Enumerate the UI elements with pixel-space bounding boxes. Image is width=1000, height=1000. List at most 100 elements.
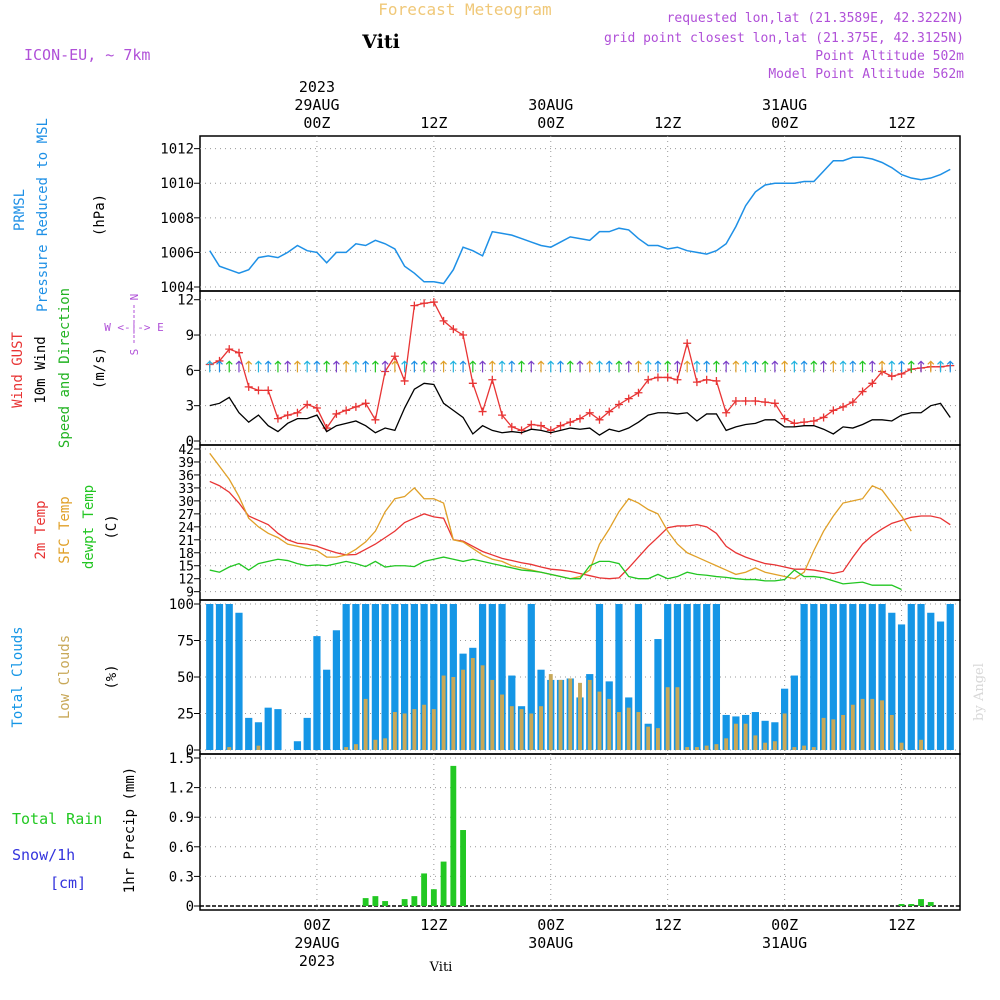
pressure-panel: 1004 1006 1008 1010 1012 [160,135,961,296]
wind-direction-arrow [294,360,301,373]
wind-direction-arrow [449,360,457,373]
gust-point [663,373,672,382]
gust-point [644,375,653,384]
total-cloud-bar [722,714,730,750]
precip-panel: 0 0.3 0.6 0.9 1.2 1.5 [169,751,961,915]
temperature-ytick-label: 21 [178,534,194,549]
wind-direction-arrow [898,360,905,373]
gust-point [868,379,877,388]
low-cloud-bar [919,739,923,750]
total-cloud-bar [819,604,828,750]
wind-direction-arrow [654,360,662,373]
low-cloud-bar [539,706,543,750]
wind-direction-arrow [790,360,798,373]
precip-labels: Total Rain Snow/1h [cm] 1hr Precip (mm) [12,767,138,893]
total-cloud-bar [254,722,263,750]
precip-label-rain: Total Rain [12,810,102,828]
pressure-label-msl: Pressure Reduced to MSL [35,118,51,312]
rain-bar [927,902,934,906]
wind-direction-arrow [381,360,389,373]
gust-point [507,422,516,431]
total-cloud-bar [215,604,224,750]
top-time-label: 12Z [888,114,915,132]
gust-point [244,382,253,391]
wind-direction-arrow [566,360,574,373]
total-cloud-bar [800,604,808,750]
wind-direction-arrow [498,360,506,373]
precip-frame [199,753,961,911]
wind-direction-arrow [420,360,428,373]
point-altitude: Point Altitude 502m [815,49,964,64]
bottom-time-label: 12Z [654,916,681,934]
pressure-labels: PRMSL Pressure Reduced to MSL (hPa) [12,118,108,312]
low-cloud-bar [548,674,553,750]
precip-label-cm: [cm] [50,874,86,892]
gust-point [478,407,487,416]
gust-point [702,375,711,384]
temperature-ytick-label: 39 [178,456,194,471]
wind-direction-arrow [712,360,720,373]
pressure-label-prmsl: PRMSL [12,189,28,231]
wind-ytick-label: 12 [177,293,194,309]
total-cloud-bar [342,604,350,750]
low-cloud-bar [685,747,690,750]
temperature-ytick-label: 42 [178,443,194,458]
gust-point [420,299,429,308]
gust-point [429,298,438,307]
total-cloud-bar [673,604,682,750]
wind-direction-arrow [518,360,525,373]
low-cloud-bar [753,735,758,750]
low-cloud-bar [256,745,261,750]
wind-direction-arrow [313,360,321,373]
low-cloud-bar [597,691,602,750]
bottom-time-label: 12Z [888,916,915,934]
total-cloud-bar [761,720,769,750]
gust-point [566,418,575,427]
low-cloud-bar [841,714,846,750]
wind-direction-arrow [342,360,350,373]
temperature-ytick-label: 12 [178,573,194,588]
gust-point [605,407,614,416]
clouds-ytick-label: 50 [177,670,194,686]
gust-point [273,414,282,423]
gust-point [488,375,497,384]
low-cloud-bar [665,687,670,750]
total-cloud-bar [654,639,662,750]
total-cloud-bar [829,604,837,750]
rain-bar [440,861,447,906]
gust-point [449,325,458,334]
pressure-label-unit: (hPa) [92,194,108,236]
model-altitude: Model Point Altitude 562m [768,67,964,82]
wind-direction-arrow [693,360,701,373]
gust-point [887,372,896,381]
temperature-ytick-label: 18 [178,547,194,562]
total-cloud-bar [206,604,214,750]
top-time-label: 00Z [771,114,798,132]
top-time-label: 2023 [299,78,335,96]
wind-direction-arrow [401,360,409,373]
gust-point [722,408,731,417]
wind-direction-arrow [800,360,808,373]
clouds-ytick-label: 75 [177,634,194,650]
low-cloud-bar [860,698,865,750]
gust-point [634,388,643,397]
low-cloud-bar [402,713,407,750]
low-cloud-bar [694,747,699,750]
gust-point [848,398,857,407]
precip-ytick-label: 1.5 [169,751,194,767]
wind-direction-arrow [576,360,584,373]
gust-point [537,421,546,430]
wind-direction-arrow [469,360,477,373]
total-cloud-bar [381,604,389,750]
pressure-line [209,156,951,285]
wind-direction-arrow [927,360,935,373]
gust-point [800,418,809,427]
low-cloud-bar [733,723,738,750]
wind-direction-arrow [674,360,681,373]
low-cloud-bar [772,741,777,750]
wind-direction-arrow [703,360,711,373]
gust-point [761,398,770,407]
wind-direction-arrow [722,360,730,373]
